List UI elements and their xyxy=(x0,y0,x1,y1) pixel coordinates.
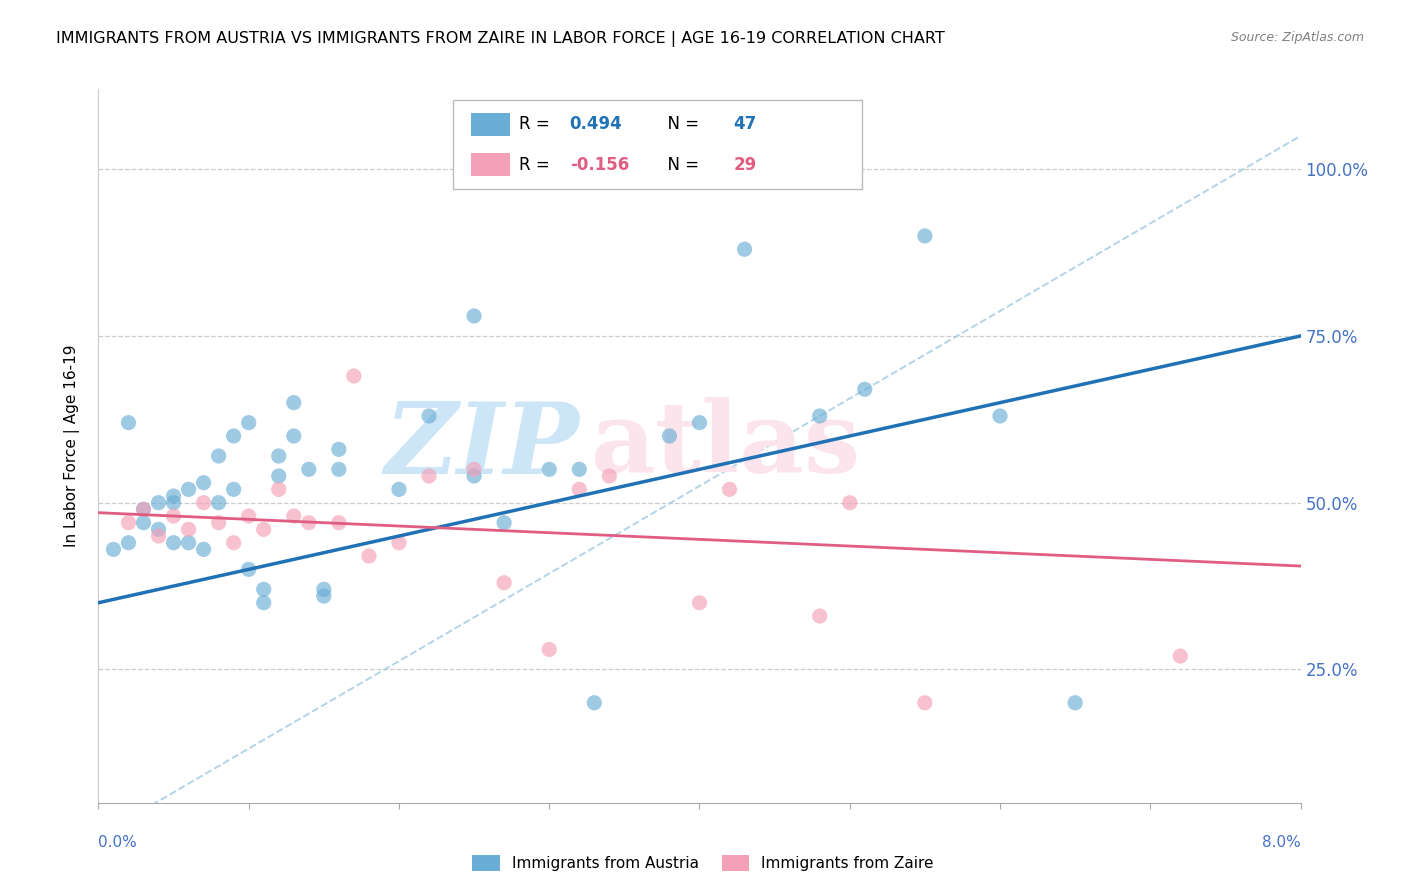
Point xyxy=(148,522,170,536)
Point xyxy=(718,483,741,497)
Point xyxy=(583,696,606,710)
Point xyxy=(298,462,321,476)
Text: atlas: atlas xyxy=(592,398,862,494)
Point xyxy=(734,242,756,256)
Point xyxy=(208,516,231,530)
Text: N =: N = xyxy=(658,156,704,174)
Point xyxy=(117,535,139,549)
Point xyxy=(658,429,681,443)
Point xyxy=(494,575,516,590)
Point xyxy=(538,462,561,476)
Point xyxy=(463,309,485,323)
Point xyxy=(148,529,170,543)
Point xyxy=(193,496,215,510)
Point xyxy=(328,442,350,457)
Point xyxy=(388,535,411,549)
Point xyxy=(463,462,485,476)
Point xyxy=(838,496,860,510)
Point xyxy=(568,483,591,497)
Point xyxy=(222,483,245,497)
Point xyxy=(208,496,231,510)
Text: 47: 47 xyxy=(733,115,756,133)
Point xyxy=(312,582,335,597)
Point xyxy=(418,469,440,483)
Point xyxy=(193,475,215,490)
Point xyxy=(298,516,321,530)
Point xyxy=(132,516,155,530)
Point xyxy=(463,469,485,483)
Point xyxy=(267,483,290,497)
Point xyxy=(988,409,1011,423)
Point xyxy=(494,516,516,530)
Point xyxy=(538,642,561,657)
Point xyxy=(222,429,245,443)
Point xyxy=(283,429,305,443)
Point xyxy=(162,535,184,549)
Legend: Immigrants from Austria, Immigrants from Zaire: Immigrants from Austria, Immigrants from… xyxy=(465,849,941,877)
Point xyxy=(418,409,440,423)
Point xyxy=(117,416,139,430)
Text: 29: 29 xyxy=(733,156,756,174)
Point xyxy=(267,469,290,483)
Text: -0.156: -0.156 xyxy=(569,156,628,174)
Point xyxy=(283,509,305,524)
Point xyxy=(568,462,591,476)
Text: 0.0%: 0.0% xyxy=(98,835,138,850)
Point xyxy=(312,589,335,603)
FancyBboxPatch shape xyxy=(471,153,509,177)
Point xyxy=(1064,696,1087,710)
Point xyxy=(162,509,184,524)
Point xyxy=(283,395,305,409)
Point xyxy=(343,368,366,383)
Point xyxy=(177,522,200,536)
Point xyxy=(193,542,215,557)
Point xyxy=(328,516,350,530)
Point xyxy=(689,416,711,430)
Text: 8.0%: 8.0% xyxy=(1261,835,1301,850)
Point xyxy=(208,449,231,463)
Point xyxy=(222,535,245,549)
FancyBboxPatch shape xyxy=(471,112,509,136)
Text: N =: N = xyxy=(658,115,704,133)
Point xyxy=(253,582,276,597)
Point xyxy=(808,409,831,423)
Point xyxy=(132,502,155,516)
Text: Source: ZipAtlas.com: Source: ZipAtlas.com xyxy=(1230,31,1364,45)
Point xyxy=(238,509,260,524)
Point xyxy=(328,462,350,476)
Point xyxy=(598,469,620,483)
Text: IMMIGRANTS FROM AUSTRIA VS IMMIGRANTS FROM ZAIRE IN LABOR FORCE | AGE 16-19 CORR: IMMIGRANTS FROM AUSTRIA VS IMMIGRANTS FR… xyxy=(56,31,945,47)
Point xyxy=(357,549,380,563)
Point xyxy=(162,489,184,503)
Point xyxy=(132,502,155,516)
Y-axis label: In Labor Force | Age 16-19: In Labor Force | Age 16-19 xyxy=(63,344,80,548)
Point xyxy=(388,483,411,497)
Text: R =: R = xyxy=(519,156,555,174)
Point xyxy=(914,696,936,710)
Point xyxy=(253,596,276,610)
Point xyxy=(117,516,139,530)
Point xyxy=(853,382,876,396)
Point xyxy=(103,542,125,557)
FancyBboxPatch shape xyxy=(453,100,862,189)
Point xyxy=(689,596,711,610)
Point xyxy=(1168,649,1191,664)
Point xyxy=(238,416,260,430)
Point xyxy=(177,483,200,497)
Point xyxy=(253,522,276,536)
Point xyxy=(808,609,831,624)
Text: R =: R = xyxy=(519,115,555,133)
Point xyxy=(914,228,936,243)
Text: ZIP: ZIP xyxy=(384,398,579,494)
Text: 0.494: 0.494 xyxy=(569,115,623,133)
Point xyxy=(267,449,290,463)
Point xyxy=(148,496,170,510)
Point xyxy=(177,535,200,549)
Point xyxy=(162,496,184,510)
Point xyxy=(238,562,260,576)
